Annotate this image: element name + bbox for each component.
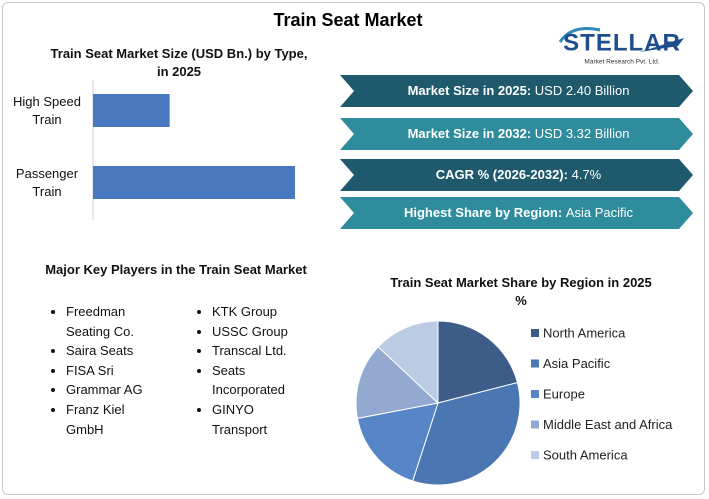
highlight-text: CAGR % (2026-2032): 4.7% [436,167,602,182]
legend-label: Europe [543,386,585,401]
player-name: Freedman Seating Co. [66,302,164,341]
pie-slice [355,346,440,419]
highlight-banner [340,75,693,107]
highlight-value: 4.7% [572,167,602,182]
pie-chart-title: Train Seat Market Share by Region in 202… [390,275,652,308]
bar [93,94,170,127]
logo-name: STELLAR [563,29,681,56]
highlight-banner [340,159,693,191]
highlight-label: Market Size in 2032: [408,126,532,141]
bar-chart-title: Train Seat Market Size (USD Bn.) by Type… [50,46,308,79]
player-name: GINYO Transport [212,400,310,439]
page-title: Train Seat Market [273,10,422,30]
player-name: Transcal Ltd. [212,341,310,361]
legend-label: South America [543,447,628,462]
pie-slice [356,402,439,482]
pie-slice [412,381,521,486]
player-list: Freedman Seating Co.Saira SeatsFISA SriG… [52,302,164,439]
legend-swatch [531,390,539,398]
highlight-banner [340,197,693,229]
legend-label: North America [543,325,626,340]
legend-label: Middle East and Africa [543,417,673,432]
pie-slice [437,320,519,404]
highlight-text: Highest Share by Region: Asia Pacific [404,205,634,220]
highlight-value: USD 3.32 Billion [535,126,630,141]
player-list: KTK GroupUSSC GroupTranscal Ltd.Seats In… [198,302,310,439]
logo-swoosh [558,27,601,43]
key-players-title: Major Key Players in the Train Seat Mark… [45,262,307,277]
player-name: FISA Sri [66,361,164,381]
highlight-text: Market Size in 2032: USD 3.32 Billion [408,126,630,141]
highlight-label: Highest Share by Region: [404,205,562,220]
highlight-value: Asia Pacific [566,205,634,220]
player-name: KTK Group [212,302,310,322]
player-name: Saira Seats [66,341,164,361]
highlight-label: CAGR % (2026-2032): [436,167,568,182]
player-name: Seats Incorporated [212,361,310,400]
player-name: Grammar AG [66,380,164,400]
highlight-value: USD 2.40 Billion [535,83,630,98]
category-label: High Speed Train [13,93,81,127]
legend-swatch [531,329,539,337]
page-border [2,2,705,495]
legend-swatch [531,359,539,368]
bar [93,166,296,199]
legend-label: Asia Pacific [543,356,611,371]
legend-swatch [531,451,539,459]
highlight-banner [340,118,693,150]
category-label: Passenger Train [15,165,79,199]
highlight-label: Market Size in 2025: [408,83,532,98]
player-name: Franz Kiel GmbH [66,400,164,439]
pie-slice [377,320,439,405]
logo-tagline: Market Research Pvt. Ltd. [584,59,659,66]
legend-swatch [531,420,539,429]
logo-arrow [640,38,684,52]
highlight-text: Market Size in 2025: USD 2.40 Billion [408,83,630,98]
player-name: USSC Group [212,322,310,342]
